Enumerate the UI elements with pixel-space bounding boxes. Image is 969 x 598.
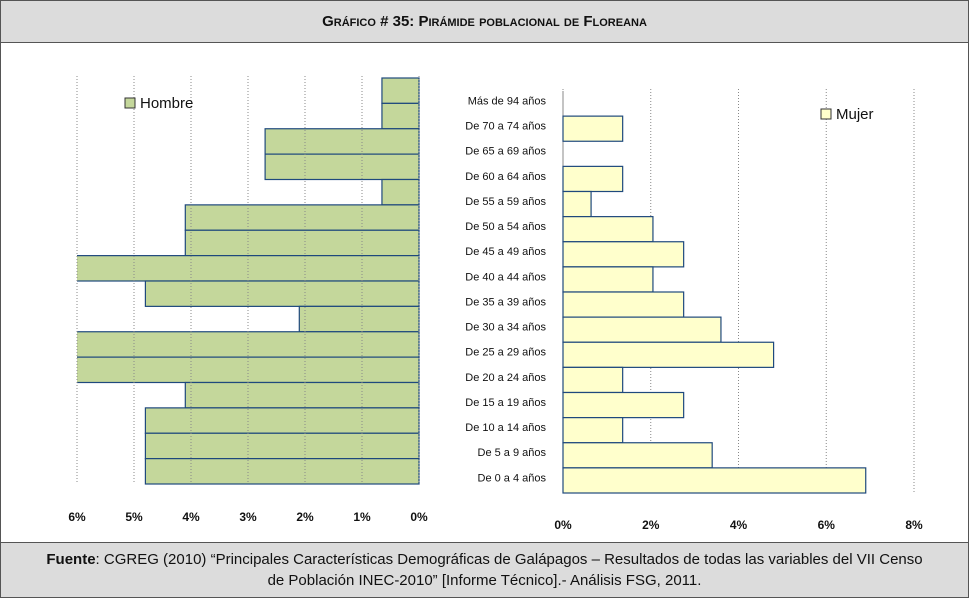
bar <box>562 366 624 394</box>
legend-label: Hombre <box>140 95 193 112</box>
bar <box>562 316 722 343</box>
x-tick-label: 3% <box>239 510 257 524</box>
category-label: De 25 a 29 años <box>465 347 546 359</box>
bar <box>562 291 685 318</box>
x-tick-label: 4% <box>182 510 200 524</box>
x-tick-label: 6% <box>818 518 836 532</box>
x-tick-label: 6% <box>68 510 86 524</box>
category-label: De 20 a 24 años <box>465 372 546 384</box>
legend-swatch <box>820 108 832 120</box>
x-tick-label: 8% <box>905 518 923 532</box>
bar <box>562 442 713 469</box>
bar <box>298 305 420 333</box>
x-tick-label: 5% <box>125 510 143 524</box>
x-tick-label: 1% <box>353 510 371 524</box>
chart-title: Gráfico # 35: Pirámide poblacional de Fl… <box>1 1 968 43</box>
bar <box>562 216 654 243</box>
bar <box>77 356 420 384</box>
x-tick-label: 4% <box>730 518 748 532</box>
x-tick-label: 2% <box>642 518 660 532</box>
x-tick-label: 2% <box>296 510 314 524</box>
bar <box>562 467 867 494</box>
bar <box>562 190 592 218</box>
bar <box>381 77 420 104</box>
bar <box>144 458 420 485</box>
bar <box>562 391 685 419</box>
x-tick-label: 0% <box>554 518 572 532</box>
bar <box>184 381 420 409</box>
bar <box>562 341 775 368</box>
chart: 6% 5% 4% 3% 2% 1% 0% Hombre 0% 2% 4% 6% 8% Mujer Más d… <box>68 76 923 532</box>
category-label: De 70 a 74 años <box>465 121 546 133</box>
bar <box>144 407 420 434</box>
category-label: De 10 a 14 años <box>465 422 546 434</box>
bar <box>264 153 420 181</box>
bar <box>77 255 420 282</box>
footer: Fuente: CGREG (2010) “Principales Caract… <box>1 542 968 597</box>
category-label: De 45 a 49 años <box>465 246 546 258</box>
category-label: De 55 a 59 años <box>465 196 546 208</box>
category-label: De 65 a 69 años <box>465 146 546 158</box>
left-plot <box>77 77 420 485</box>
bar <box>562 417 624 444</box>
bar <box>184 204 420 231</box>
category-label: De 40 a 44 años <box>465 271 546 283</box>
category-label: De 30 a 34 años <box>465 322 546 334</box>
bar <box>562 241 685 268</box>
bar <box>381 102 420 130</box>
category-label: De 0 a 4 años <box>478 472 547 484</box>
bar <box>381 178 420 206</box>
bar <box>144 280 420 307</box>
bar <box>562 115 624 142</box>
legend-swatch <box>124 97 136 109</box>
bar <box>562 266 654 293</box>
legend-label: Mujer <box>836 106 874 123</box>
category-label: Más de 94 años <box>468 95 547 107</box>
category-label: De 50 a 54 años <box>465 221 546 233</box>
bar <box>562 165 624 193</box>
footer-text: : CGREG (2010) “Principales Característi… <box>95 551 923 589</box>
bar <box>144 432 420 460</box>
x-tick-label: 0% <box>410 510 428 524</box>
bar <box>77 331 420 358</box>
bar <box>264 128 420 155</box>
footer-label: Fuente <box>46 551 96 568</box>
category-label: De 35 a 39 años <box>465 296 546 308</box>
bar <box>184 229 420 257</box>
category-label: De 15 a 19 años <box>465 397 546 409</box>
category-label: De 5 a 9 años <box>478 447 547 459</box>
category-label: De 60 a 64 años <box>465 171 546 183</box>
